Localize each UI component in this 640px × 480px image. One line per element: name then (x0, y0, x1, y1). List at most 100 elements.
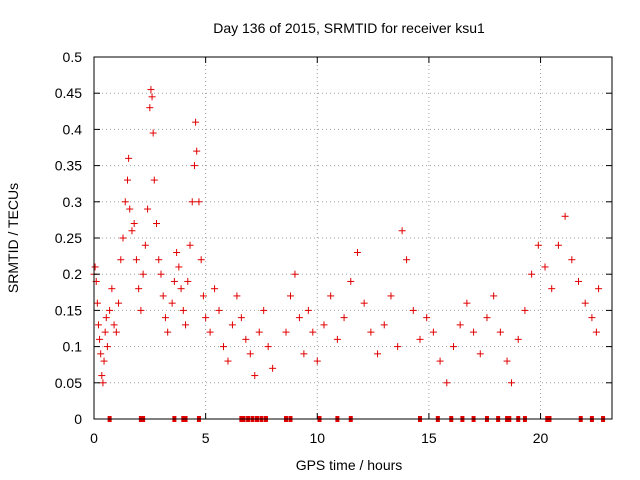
data-point (137, 306, 145, 314)
data-point (193, 147, 201, 155)
data-point (148, 93, 156, 101)
data-point (135, 285, 143, 293)
data-point (117, 256, 125, 264)
data-point (173, 248, 181, 256)
data-point (190, 162, 198, 170)
data-point (100, 357, 108, 365)
data-point (416, 335, 424, 343)
data-point (255, 328, 263, 336)
data-point (149, 129, 157, 137)
data-point (121, 198, 129, 206)
data-point (394, 343, 402, 351)
data-point (423, 314, 431, 322)
data-point (197, 256, 205, 264)
data-point (199, 292, 207, 300)
data-point (91, 263, 99, 271)
y-tick-label: 0.3 (63, 194, 83, 210)
data-point (146, 104, 154, 112)
data-point (161, 314, 169, 322)
data-point (456, 321, 464, 329)
data-point (233, 292, 241, 300)
data-point (333, 335, 341, 343)
x-tick-label: 20 (533, 430, 549, 446)
data-point (242, 335, 250, 343)
data-point (528, 270, 536, 278)
data-point (251, 372, 259, 380)
data-point (282, 328, 290, 336)
data-point (188, 198, 196, 206)
data-point (170, 277, 178, 285)
y-tick-label: 0.15 (55, 302, 82, 318)
data-point (269, 364, 277, 372)
data-point (150, 176, 158, 184)
data-point (521, 306, 529, 314)
data-point (340, 314, 348, 322)
data-point (168, 299, 176, 307)
y-tick-label: 0.5 (63, 49, 83, 65)
data-point (443, 379, 451, 387)
data-point (228, 321, 236, 329)
data-point (534, 241, 542, 249)
data-point (568, 256, 576, 264)
chart-title: Day 136 of 2015, SRMTID for receiver ksu… (213, 20, 485, 36)
y-tick-label: 0.2 (63, 266, 83, 282)
data-point (548, 285, 556, 293)
data-point (496, 328, 504, 336)
data-point (595, 285, 603, 293)
data-point (153, 220, 161, 228)
y-tick-label: 0.4 (63, 121, 83, 137)
data-point (541, 263, 549, 271)
data-point (215, 306, 223, 314)
data-point (179, 306, 187, 314)
data-point (561, 212, 569, 220)
data-point (463, 299, 471, 307)
data-point (300, 350, 308, 358)
data-point (126, 205, 134, 213)
data-point (380, 321, 388, 329)
x-axis-label: GPS time / hours (296, 457, 403, 473)
data-point (327, 292, 335, 300)
data-point (159, 292, 167, 300)
data-point (144, 205, 152, 213)
data-point (470, 328, 478, 336)
data-point (286, 292, 294, 300)
data-point (98, 372, 106, 380)
data-point (184, 277, 192, 285)
data-point (409, 306, 417, 314)
data-point (581, 299, 589, 307)
data-point (291, 270, 299, 278)
data-point (554, 241, 562, 249)
data-point (264, 343, 272, 351)
data-point (157, 270, 165, 278)
data-point (304, 306, 312, 314)
data-point (155, 256, 163, 264)
y-tick-label: 0.05 (55, 375, 82, 391)
y-tick-label: 0 (74, 411, 82, 427)
data-point (110, 321, 118, 329)
data-point (483, 314, 491, 322)
data-point (119, 234, 127, 242)
data-point (309, 328, 317, 336)
data-point (588, 314, 596, 322)
data-point (106, 306, 114, 314)
data-point (224, 357, 232, 365)
y-tick-labels: 0 0.05 0.1 0.15 0.2 0.25 0.3 0.35 0.4 0.45 0.5 (55, 49, 82, 427)
data-point (141, 241, 149, 249)
data-point (367, 328, 375, 336)
data-point (508, 379, 516, 387)
data-point (108, 285, 116, 293)
data-point (115, 299, 123, 307)
data-point (320, 321, 328, 329)
data-point (164, 328, 172, 336)
data-point (186, 241, 194, 249)
data-point (246, 350, 254, 358)
data-point (476, 350, 484, 358)
data-point (206, 328, 214, 336)
data-point (97, 350, 105, 358)
data-point (398, 227, 406, 235)
data-point (503, 357, 511, 365)
data-point (101, 328, 109, 336)
data-point (139, 270, 147, 278)
y-tick-label: 0.25 (55, 230, 82, 246)
